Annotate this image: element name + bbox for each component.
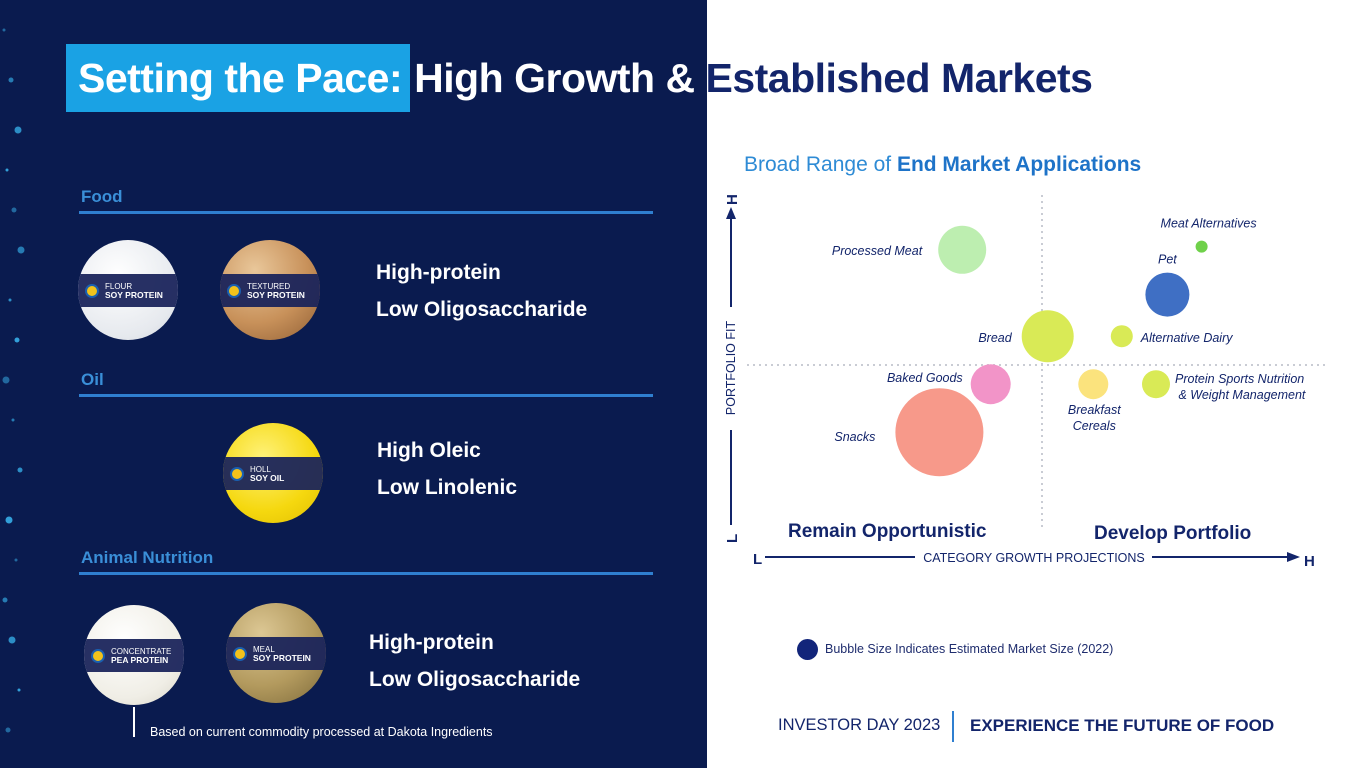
- bubble-bread: [1021, 310, 1074, 363]
- decorative-dot: [2, 28, 6, 32]
- bubble-breakfast-cereals: [1078, 369, 1109, 400]
- bubble-meat-alternatives: [1195, 240, 1208, 253]
- bubble-processed-meat: [938, 225, 987, 274]
- page-title: Setting the Pace: High Growth & Establis…: [66, 44, 1093, 112]
- bubble-protein-sports-nutrition-weight-management: [1142, 370, 1170, 399]
- brand-logo-icon: [85, 283, 99, 298]
- footnote: Based on current commodity processed at …: [150, 725, 493, 739]
- bubble-label: Baked Goods: [887, 371, 963, 385]
- product-line2: SOY PROTEIN: [253, 652, 311, 663]
- decorative-dot: [14, 126, 22, 134]
- decorative-dot: [5, 727, 11, 733]
- brand-logo-icon: [233, 646, 247, 661]
- bubble-baked-goods: [970, 364, 1011, 405]
- product-line1: HOLL: [250, 464, 271, 474]
- decorative-dot: [8, 77, 14, 83]
- decorative-dot: [11, 418, 15, 422]
- bubble-label: Breakfast Cereals: [1068, 403, 1121, 433]
- chart-title-part2: End Market Applications: [896, 153, 1142, 176]
- legend-bubble-icon: [797, 639, 818, 660]
- animal-bullet-1: High-protein: [369, 631, 494, 654]
- decorative-dot: [8, 298, 12, 302]
- decorative-dot: [8, 636, 16, 644]
- bubble-label: Bread: [978, 331, 1012, 345]
- oil-bullet-1: High Oleic: [377, 439, 481, 462]
- food-bullet-1: High-protein: [376, 261, 501, 284]
- section-divider-food: [79, 211, 653, 214]
- product-line2: SOY PROTEIN: [105, 289, 163, 300]
- bubble-alternative-dairy: [1110, 325, 1133, 348]
- footer-divider: [952, 711, 954, 742]
- decorative-dot: [17, 688, 21, 692]
- quadrant-label-right: Develop Portfolio: [1094, 523, 1252, 544]
- product-line2: PEA PROTEIN: [111, 654, 169, 665]
- flour-soy-protein-image: FLOUR SOY PROTEIN: [78, 240, 178, 340]
- footer-event: INVESTOR DAY 2023: [778, 716, 941, 734]
- bubble-label: Processed Meat: [832, 244, 923, 258]
- y-axis-low-label: L: [724, 534, 741, 543]
- chart-title-part1: Broad Range of: [744, 153, 897, 176]
- decorative-dot: [14, 337, 20, 343]
- y-axis-high-label: H: [724, 194, 741, 205]
- bubble-label: Alternative Dairy: [1140, 331, 1233, 345]
- x-axis-arrow: [1287, 552, 1300, 562]
- y-axis-arrow: [726, 207, 736, 219]
- section-label-oil: Oil: [81, 370, 104, 389]
- decorative-dot: [2, 376, 10, 384]
- x-axis-low-label: L: [753, 551, 762, 568]
- oil-bullet-2: Low Linolenic: [377, 476, 517, 499]
- left-panel: Food FLOUR SOY PROTEIN TEXTURED SOY PROTEI…: [0, 0, 707, 768]
- bubble-pet: [1145, 272, 1190, 317]
- holl-soy-oil-image: HOLL SOY OIL: [223, 423, 323, 523]
- section-label-food: Food: [81, 187, 123, 206]
- decorative-dot: [17, 467, 23, 473]
- bubble-label: Protein Sports Nutrition & Weight Manage…: [1175, 372, 1306, 402]
- section-divider-oil: [79, 394, 653, 397]
- decorative-dot: [14, 558, 18, 562]
- decorative-dot: [5, 168, 9, 172]
- decorative-dots: [2, 28, 25, 733]
- bubble-label: Pet: [1158, 253, 1177, 267]
- legend-text: Bubble Size Indicates Estimated Market S…: [825, 642, 1114, 656]
- brand-logo-icon: [91, 648, 105, 663]
- food-bullet-2: Low Oligosaccharide: [376, 298, 588, 321]
- bubble-snacks: [895, 388, 984, 477]
- title-rest: High Growth & Established Markets: [410, 55, 1093, 102]
- section-label-animal-nutrition: Animal Nutrition: [81, 548, 214, 567]
- brand-logo-icon: [230, 466, 244, 481]
- title-highlight: Setting the Pace:: [66, 44, 411, 112]
- bubble-label: Snacks: [834, 430, 875, 444]
- quadrant-label-left: Remain Opportunistic: [788, 521, 987, 542]
- product-line1: MEAL: [253, 644, 275, 654]
- footer-tagline: EXPERIENCE THE FUTURE OF FOOD: [970, 716, 1275, 735]
- chart-title: Broad Range of End Market Applications: [744, 153, 1141, 177]
- concentrate-pea-protein-image: CONCENTRATE PEA PROTEIN: [84, 605, 184, 705]
- x-axis-high-label: H: [1304, 553, 1315, 570]
- decorative-dot: [11, 207, 17, 213]
- animal-bullet-2: Low Oligosaccharide: [369, 668, 581, 691]
- x-axis-title: CATEGORY GROWTH PROJECTIONS: [923, 551, 1145, 565]
- y-axis-title: PORTFOLIO FIT: [724, 321, 738, 416]
- product-line1: TEXTURED: [247, 281, 291, 291]
- product-line1: FLOUR: [105, 281, 133, 291]
- section-divider-animal-nutrition: [79, 572, 653, 575]
- product-line2: SOY OIL: [250, 472, 285, 483]
- decorative-dot: [17, 246, 25, 254]
- footnote-connector: [133, 707, 135, 737]
- right-panel: [707, 0, 1365, 768]
- product-line2: SOY PROTEIN: [247, 289, 305, 300]
- decorative-dot: [5, 516, 13, 524]
- bubble-label: Meat Alternatives: [1161, 217, 1257, 231]
- textured-soy-protein-image: TEXTURED SOY PROTEIN: [220, 240, 320, 340]
- decorative-dot: [2, 597, 8, 603]
- bubble-chart: L H CATEGORY GROWTH PROJECTIONS H L PORTFOLIO…: [724, 194, 1327, 570]
- brand-logo-icon: [227, 283, 241, 298]
- meal-soy-protein-image: MEAL SOY PROTEIN: [226, 603, 326, 703]
- product-line1: CONCENTRATE: [111, 646, 172, 656]
